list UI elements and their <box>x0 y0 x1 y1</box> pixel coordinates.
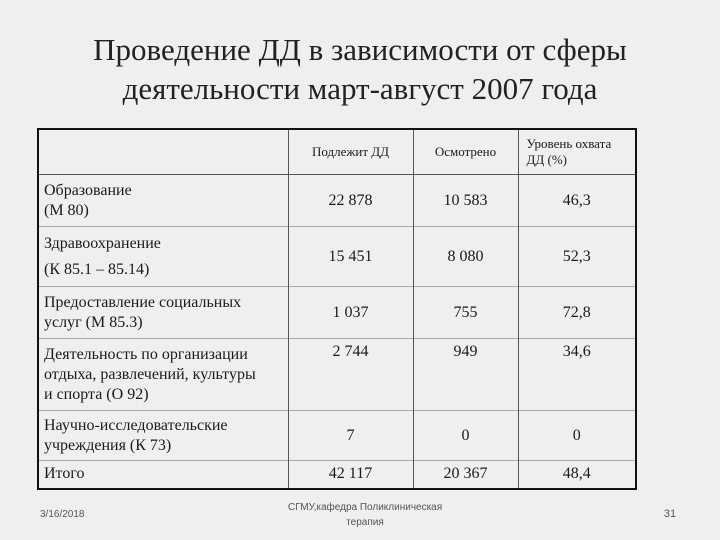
cell-subject: 22 878 <box>287 174 413 227</box>
table-header-row: Подлежит ДД Осмотрено Уровень охвата ДД … <box>38 129 636 175</box>
row-label: Деятельность по организации отдыха, разв… <box>38 339 288 411</box>
cell-coverage: 34,6 <box>517 338 636 411</box>
cell-examined: 8 080 <box>412 226 518 287</box>
row-label-line: и спорта (О 92) <box>44 385 149 403</box>
header-empty-cell <box>38 129 288 175</box>
cell-subject: 15 451 <box>287 226 413 287</box>
header-subject: Подлежит ДД <box>287 129 413 175</box>
row-label-line: услуг (М 85.3) <box>44 313 143 331</box>
cell-subject: 2 744 <box>287 338 413 411</box>
row-label-line: Деятельность по организации <box>44 345 248 363</box>
cell-coverage: 72,8 <box>517 286 636 339</box>
table-row: Деятельность по организации отдыха, разв… <box>38 338 636 411</box>
slide-title: Проведение ДД в зависимости от сферы дея… <box>60 30 660 108</box>
slide-title-line-2: деятельности март-август 2007 года <box>122 71 598 106</box>
row-label-line: (К 85.1 – 85.14) <box>44 260 150 278</box>
table-row: Образование (М 80) 22 878 10 583 46,3 <box>38 174 636 227</box>
cell-examined: 949 <box>412 338 518 411</box>
footer-organization-line: СГМУ,кафедра Поликлиническая <box>287 502 443 513</box>
table-row: Предоставление социальных услуг (М 85.3)… <box>38 286 636 339</box>
cell-subject: 1 037 <box>287 286 413 339</box>
row-label-line: Предоставление социальных <box>44 293 242 311</box>
screening-table: Подлежит ДД Осмотрено Уровень охвата ДД … <box>37 128 637 490</box>
cell-examined: 10 583 <box>412 174 518 227</box>
row-label-line: Образование <box>44 181 132 199</box>
row-label-line: Здравоохранение <box>44 234 161 252</box>
slide-title-line-1: Проведение ДД в зависимости от сферы <box>93 32 627 67</box>
cell-examined: 755 <box>412 286 518 339</box>
cell-subject: 42 117 <box>287 460 413 489</box>
cell-coverage: 48,4 <box>517 460 636 489</box>
cell-coverage: 52,3 <box>517 226 636 287</box>
footer-organization: СГМУ,кафедра Поликлиническая терапия <box>262 500 468 530</box>
row-label: Предоставление социальных услуг (М 85.3) <box>38 287 288 339</box>
row-label-total: Итого <box>44 465 85 483</box>
row-label-line: отдыха, развлечений, культуры <box>44 365 256 383</box>
row-label-line: учреждения (К 73) <box>44 436 172 454</box>
cell-coverage: 46,3 <box>517 174 636 227</box>
table-row-total: Итого 42 117 20 367 48,4 <box>38 460 636 489</box>
footer-organization-line: терапия <box>346 517 384 528</box>
cell-examined: 0 <box>412 410 518 461</box>
table-row: Научно-исследовательские учреждения (К 7… <box>38 410 636 461</box>
row-label: Здравоохранение (К 85.1 – 85.14) <box>38 227 288 287</box>
cell-subject: 7 <box>287 410 413 461</box>
cell-coverage: 0 <box>517 410 636 461</box>
row-label: Образование (М 80) <box>38 175 288 227</box>
cell-examined: 20 367 <box>412 460 518 489</box>
header-examined: Осмотрено <box>412 129 518 175</box>
header-coverage: Уровень охвата ДД (%) <box>517 129 636 175</box>
page-number: 31 <box>663 508 677 520</box>
table-row: Здравоохранение (К 85.1 – 85.14) 15 451 … <box>38 226 636 287</box>
footer-date: 3/16/2018 <box>40 509 85 520</box>
row-label-line: Научно-исследовательские <box>44 416 228 434</box>
row-label-line: (М 80) <box>44 201 89 219</box>
row-label: Научно-исследовательские учреждения (К 7… <box>38 411 288 461</box>
